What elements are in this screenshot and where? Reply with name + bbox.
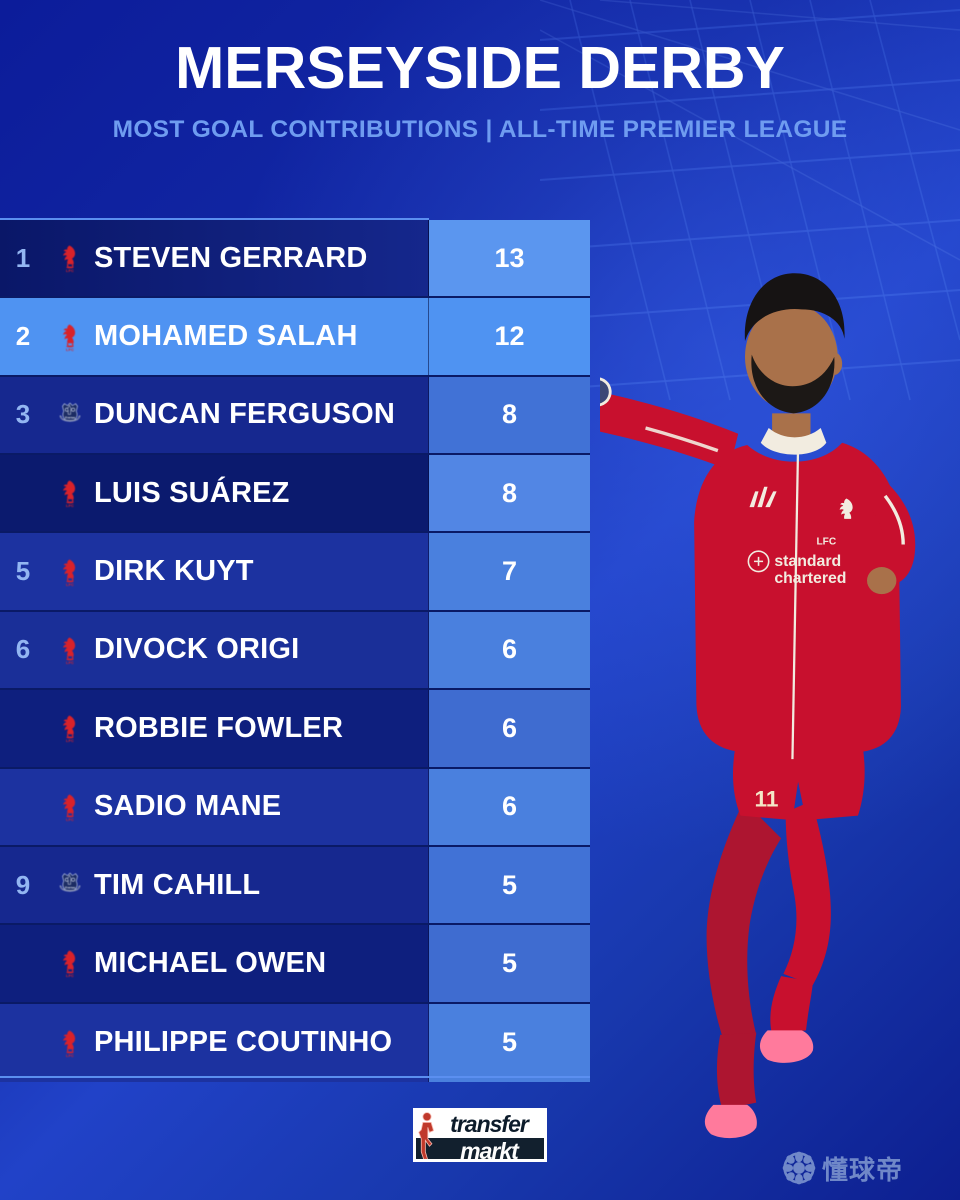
svg-text:chartered: chartered <box>774 570 846 587</box>
svg-text:standard: standard <box>774 553 841 570</box>
svg-text:LFC: LFC <box>816 536 836 547</box>
svg-text:11: 11 <box>755 787 779 812</box>
